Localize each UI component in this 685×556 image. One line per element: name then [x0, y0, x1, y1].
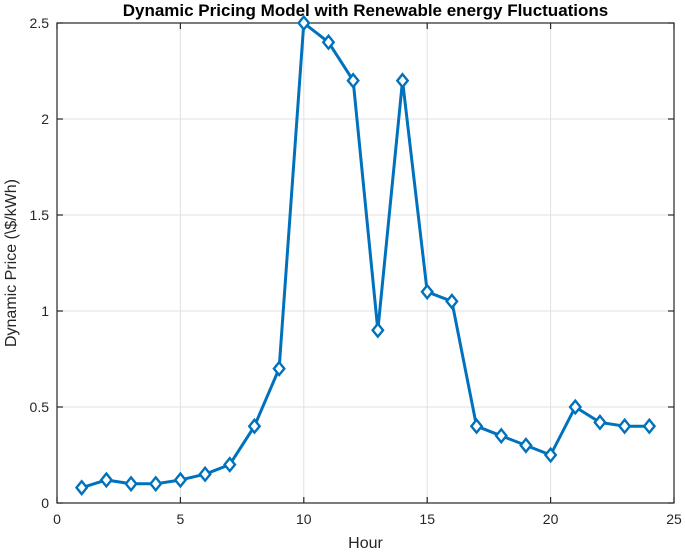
y-axis-label: Dynamic Price (\$/kWh)	[3, 179, 20, 347]
data-point-marker	[99, 471, 114, 489]
x-tick-label: 5	[177, 511, 185, 527]
chart-title: Dynamic Pricing Model with Renewable ene…	[123, 1, 609, 20]
data-point-marker	[371, 321, 385, 339]
axes-box	[56, 22, 675, 504]
y-tick-label: 1	[41, 303, 49, 319]
series-line	[80, 21, 651, 490]
y-tick-label: 2.5	[30, 15, 50, 31]
data-point-marker	[346, 72, 360, 89]
data-point-marker	[395, 72, 410, 89]
data-point-marker	[519, 437, 533, 454]
x-tick-label: 10	[296, 511, 312, 527]
y-tick-label: 1.5	[30, 207, 50, 223]
data-point-marker	[124, 475, 138, 493]
data-point-marker	[148, 475, 163, 493]
data-point-marker	[642, 417, 657, 435]
data-point-marker	[568, 398, 583, 416]
data-point-marker	[247, 417, 262, 435]
data-point-marker	[420, 283, 434, 301]
data-point-marker	[445, 293, 459, 310]
data-point-marker	[74, 479, 89, 496]
data-point-marker	[469, 417, 484, 435]
data-point-marker	[494, 427, 508, 445]
data-point-marker	[198, 465, 212, 483]
data-point-marker	[272, 360, 286, 377]
data-point-marker	[543, 446, 558, 464]
data-point-marker	[321, 33, 336, 51]
data-point-marker	[173, 471, 188, 489]
y-tick-label: 0	[41, 495, 49, 511]
axis-layer: 0 5 10 15 20 25 0 0.5 1 1.5 2 2.5	[30, 15, 682, 527]
x-tick-label: 25	[666, 511, 682, 527]
data-point-marker	[297, 14, 311, 32]
y-tick-label: 2	[41, 111, 49, 127]
data-point-marker	[223, 456, 237, 473]
x-tick-label: 15	[419, 511, 435, 527]
x-tick-label: 0	[53, 511, 61, 527]
y-tick-label: 0.5	[30, 399, 50, 415]
data-point-marker	[617, 417, 632, 435]
price-series	[74, 14, 657, 496]
data-point-marker	[593, 414, 607, 431]
x-axis-label: Hour	[348, 535, 383, 552]
grid-layer	[56, 22, 675, 504]
x-tick-label: 20	[543, 511, 559, 527]
